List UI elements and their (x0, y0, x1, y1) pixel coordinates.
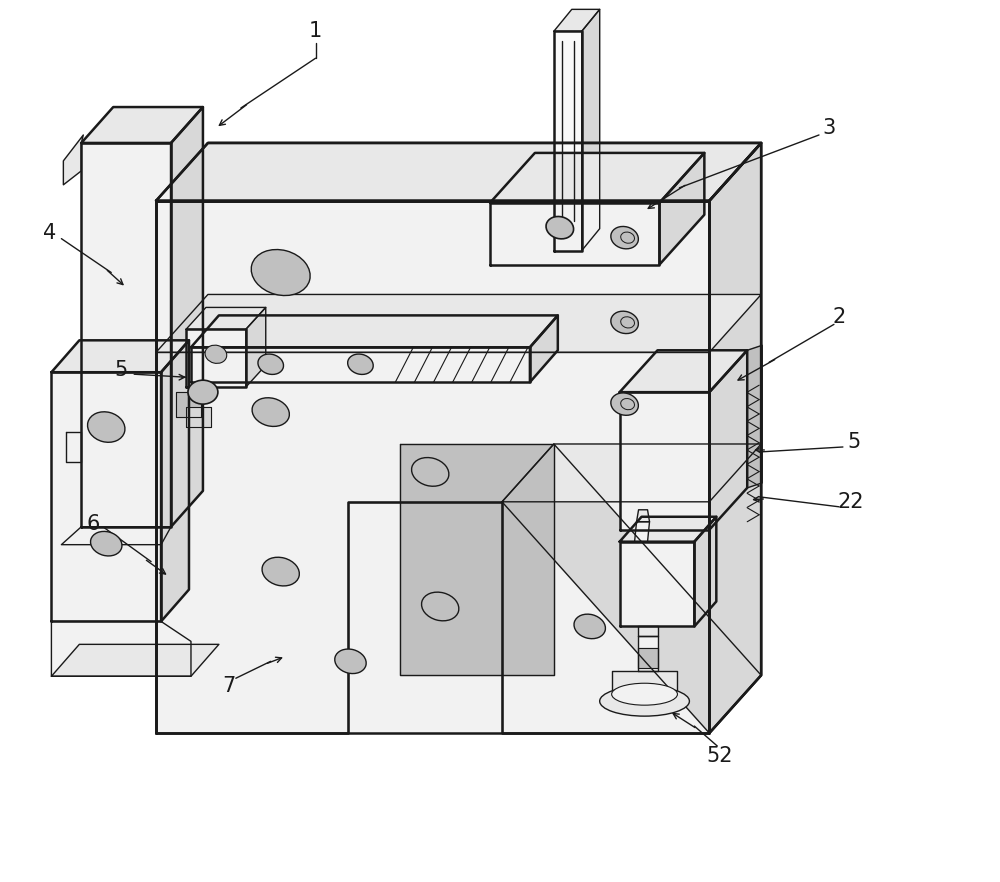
Polygon shape (554, 31, 582, 250)
Polygon shape (620, 392, 709, 530)
Ellipse shape (88, 412, 125, 442)
Ellipse shape (348, 354, 373, 375)
Polygon shape (620, 542, 694, 626)
Polygon shape (81, 107, 203, 143)
Ellipse shape (621, 399, 634, 410)
Ellipse shape (621, 232, 634, 243)
Polygon shape (709, 143, 761, 733)
Polygon shape (620, 350, 747, 392)
Ellipse shape (335, 649, 366, 674)
Polygon shape (51, 340, 189, 372)
Polygon shape (61, 527, 171, 545)
Text: 3: 3 (822, 118, 836, 138)
Polygon shape (530, 316, 558, 382)
Polygon shape (63, 135, 83, 185)
Ellipse shape (611, 227, 638, 249)
Ellipse shape (621, 317, 634, 328)
Text: 52: 52 (706, 746, 733, 766)
Polygon shape (176, 392, 201, 417)
Ellipse shape (412, 458, 449, 486)
Polygon shape (51, 645, 219, 676)
Polygon shape (161, 340, 189, 622)
Polygon shape (156, 143, 761, 201)
Polygon shape (637, 510, 650, 522)
Ellipse shape (600, 686, 689, 716)
Polygon shape (191, 316, 558, 348)
Polygon shape (502, 444, 761, 502)
Polygon shape (635, 522, 650, 542)
Polygon shape (582, 10, 600, 250)
Polygon shape (502, 444, 761, 733)
Ellipse shape (574, 614, 605, 639)
Polygon shape (51, 372, 161, 622)
Polygon shape (246, 308, 266, 387)
Polygon shape (612, 671, 677, 691)
Ellipse shape (188, 380, 218, 404)
Polygon shape (186, 329, 246, 387)
Text: 6: 6 (87, 513, 100, 534)
Polygon shape (81, 143, 171, 527)
Polygon shape (400, 444, 554, 676)
Polygon shape (156, 201, 709, 733)
Polygon shape (186, 407, 211, 427)
Ellipse shape (611, 392, 638, 415)
Ellipse shape (205, 345, 227, 363)
Text: 5: 5 (115, 360, 128, 380)
Text: 22: 22 (838, 492, 864, 512)
Polygon shape (66, 432, 81, 462)
Polygon shape (709, 350, 747, 530)
Polygon shape (620, 517, 716, 542)
Polygon shape (709, 143, 761, 733)
Polygon shape (638, 648, 658, 669)
Polygon shape (659, 153, 704, 265)
Polygon shape (554, 10, 600, 31)
Polygon shape (747, 345, 762, 488)
Ellipse shape (91, 532, 122, 556)
Text: 1: 1 (309, 21, 322, 41)
Polygon shape (156, 143, 761, 201)
Text: 5: 5 (847, 432, 861, 452)
Text: 4: 4 (43, 222, 56, 243)
Ellipse shape (262, 557, 299, 586)
Text: 2: 2 (832, 308, 846, 327)
Ellipse shape (258, 354, 284, 375)
Polygon shape (490, 203, 659, 265)
Polygon shape (51, 622, 191, 676)
Polygon shape (638, 626, 658, 637)
Polygon shape (156, 201, 709, 733)
Ellipse shape (422, 592, 459, 621)
Polygon shape (156, 295, 761, 352)
Polygon shape (638, 637, 658, 671)
Polygon shape (171, 107, 203, 527)
Polygon shape (694, 517, 716, 626)
Ellipse shape (546, 216, 574, 239)
Ellipse shape (251, 250, 310, 295)
Polygon shape (490, 153, 704, 203)
Polygon shape (186, 308, 266, 329)
Text: 7: 7 (222, 676, 235, 696)
Polygon shape (191, 348, 530, 382)
Ellipse shape (252, 398, 289, 426)
Ellipse shape (612, 684, 677, 706)
Ellipse shape (611, 311, 638, 333)
